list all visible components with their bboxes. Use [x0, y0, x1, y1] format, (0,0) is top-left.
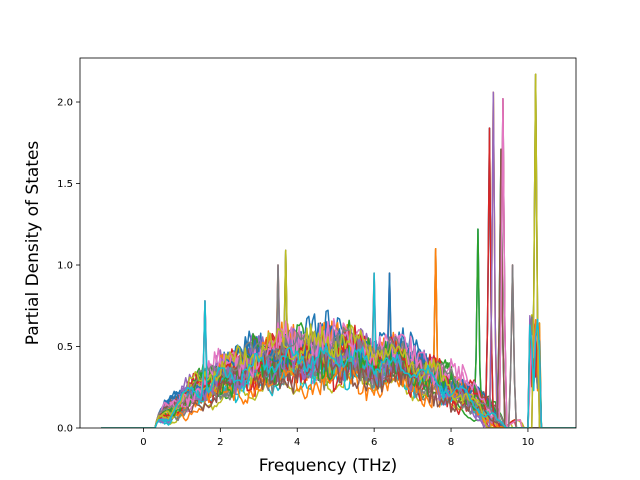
y-tick-label: 0.0: [57, 424, 73, 435]
y-axis-label: Partial Density of States: [23, 141, 43, 346]
x-tick-label: 2: [217, 437, 223, 448]
x-tick-label: 10: [522, 437, 535, 448]
y-tick-label: 1.5: [57, 179, 73, 190]
y-tick-label: 0.5: [57, 342, 73, 353]
y-axis: 0.0 0.5 1.0 1.5 2.0: [57, 98, 80, 435]
x-tick-label: 8: [448, 437, 454, 448]
series-layer: [101, 73, 576, 428]
series-line: [101, 300, 576, 428]
x-tick-label: 4: [294, 437, 300, 448]
y-tick-label: 1.0: [57, 261, 73, 272]
x-tick-label: 6: [371, 437, 377, 448]
x-axis-label: Frequency (THz): [259, 456, 398, 476]
series-line: [101, 73, 576, 428]
x-tick-label: 0: [140, 437, 146, 448]
x-axis: 0 2 4 6 8 10: [140, 428, 534, 448]
y-tick-label: 2.0: [57, 98, 73, 109]
plot-frame: [79, 57, 577, 429]
